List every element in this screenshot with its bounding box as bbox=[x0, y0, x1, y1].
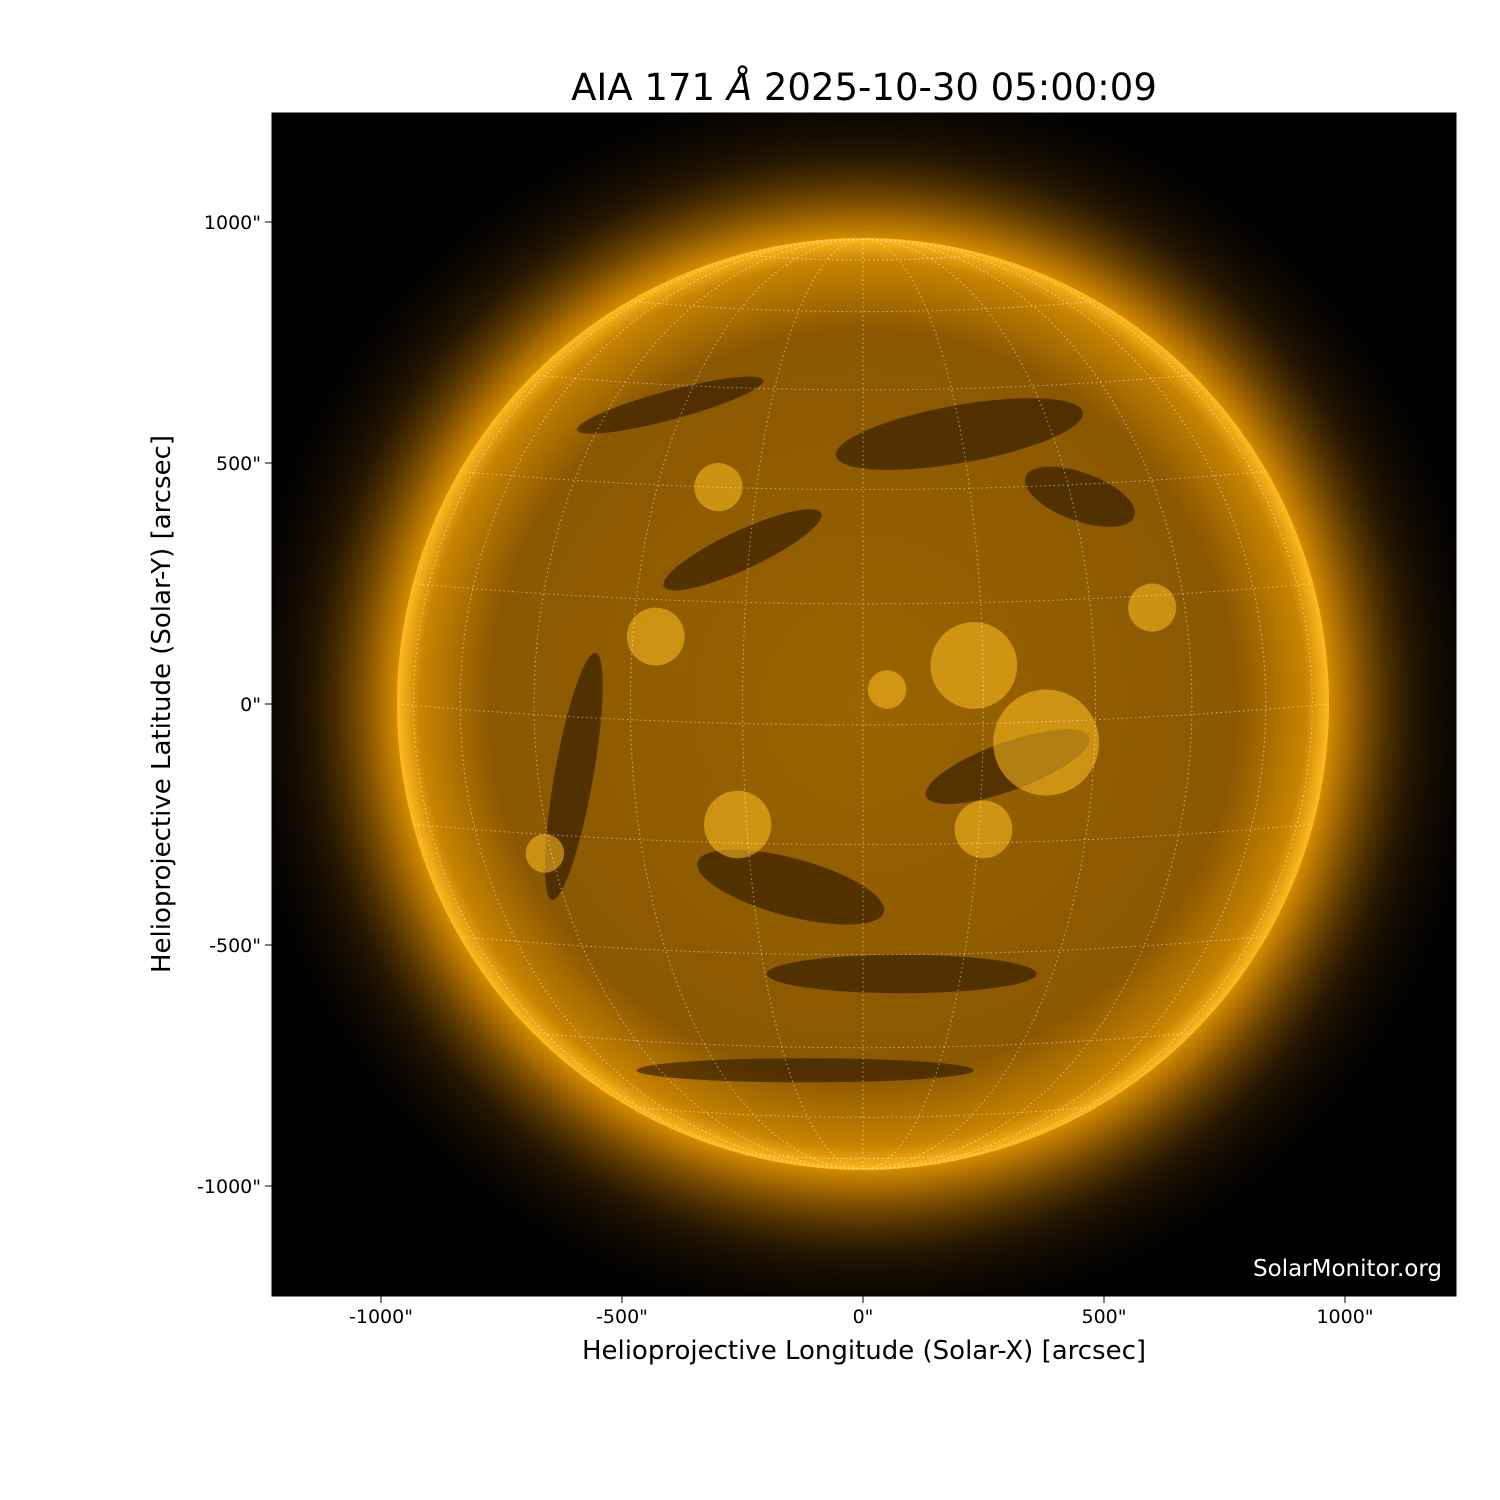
x-tick-label: 0" bbox=[853, 1306, 874, 1328]
x-axis-label: Helioprojective Longitude (Solar-X) [arc… bbox=[581, 1336, 1147, 1366]
active-region bbox=[930, 622, 1018, 709]
plot-title: AIA 171 Å 2025-10-30 05:00:09 bbox=[571, 66, 1157, 109]
y-axis-label: Helioprojective Latitude (Solar-Y) [arcs… bbox=[147, 434, 177, 974]
longitude-line bbox=[742, 239, 864, 1169]
longitude-line bbox=[862, 239, 1097, 1169]
dark-region bbox=[1024, 466, 1135, 527]
active-region bbox=[694, 463, 743, 512]
latitude-line bbox=[534, 374, 1192, 391]
longitude-line bbox=[862, 239, 984, 1169]
dark-region bbox=[697, 849, 885, 925]
dark-region bbox=[577, 376, 764, 434]
active-region bbox=[525, 834, 565, 873]
dark-region bbox=[835, 398, 1083, 470]
longitude-line bbox=[459, 239, 864, 1169]
dark-region bbox=[766, 954, 1037, 994]
y-tick-label: 1000" bbox=[204, 212, 261, 234]
active-region bbox=[993, 689, 1100, 796]
latitude-line bbox=[398, 703, 1328, 726]
longitude-line bbox=[413, 239, 864, 1169]
active-region bbox=[626, 607, 685, 666]
dark-region bbox=[636, 1058, 974, 1083]
active-region bbox=[703, 790, 772, 859]
x-tick-label: -500" bbox=[596, 1306, 648, 1328]
x-tick-label: 1000" bbox=[1316, 1306, 1373, 1328]
active-region bbox=[867, 670, 907, 709]
longitude-line bbox=[862, 239, 1267, 1169]
latitude-line bbox=[630, 1106, 1096, 1118]
latitude-line bbox=[630, 300, 1096, 313]
y-tick-label: 0" bbox=[240, 694, 261, 716]
active-region bbox=[1128, 583, 1177, 632]
x-tick-label: -1000" bbox=[349, 1306, 413, 1328]
active-region bbox=[954, 800, 1013, 859]
latitude-line bbox=[413, 583, 1313, 605]
dark-region bbox=[663, 509, 822, 591]
y-tick-label: -500" bbox=[209, 935, 261, 957]
solar-disk bbox=[397, 238, 1329, 1170]
y-tick-label: -1000" bbox=[197, 1176, 261, 1198]
dark-region bbox=[544, 652, 603, 900]
y-tick-label: 500" bbox=[216, 453, 261, 475]
latitude-line bbox=[534, 1032, 1192, 1049]
x-tick-label: 500" bbox=[1081, 1306, 1126, 1328]
latitude-line bbox=[413, 823, 1313, 846]
longitude-line bbox=[629, 239, 864, 1169]
longitude-line bbox=[862, 239, 1313, 1169]
watermark: SolarMonitor.org bbox=[1253, 1256, 1442, 1282]
